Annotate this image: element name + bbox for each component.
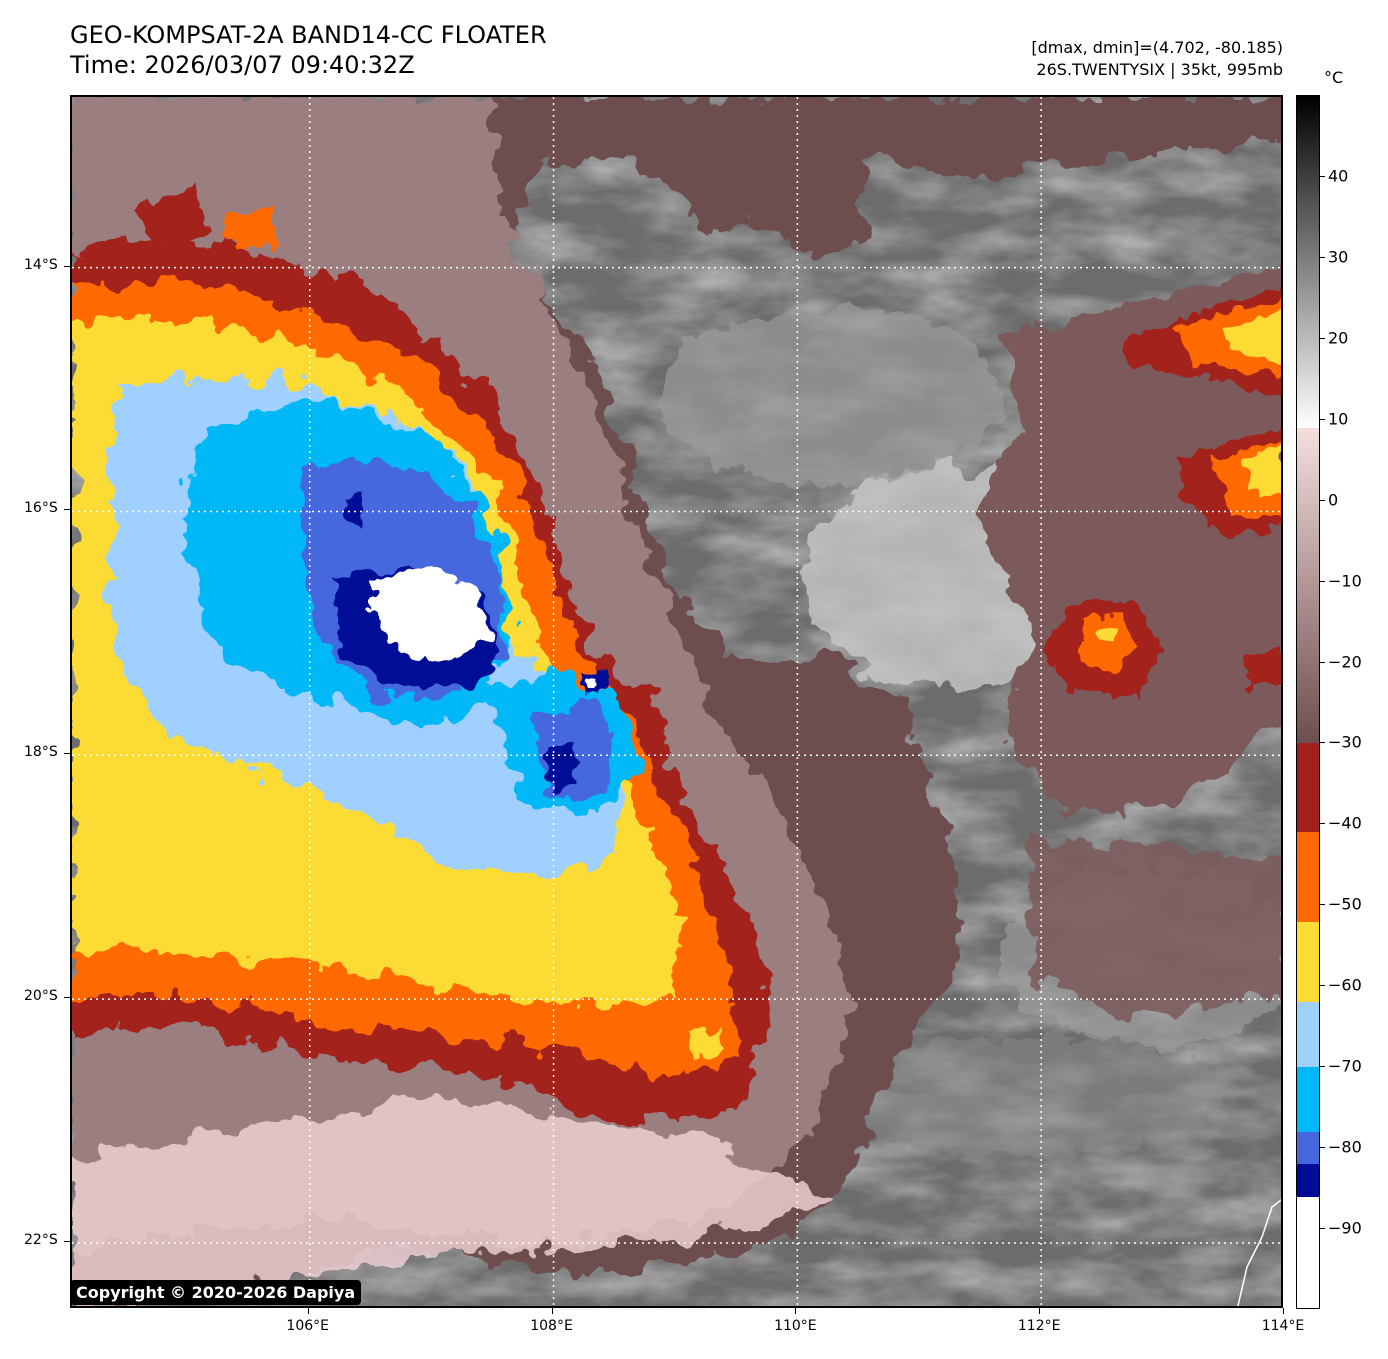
colorbar-tick [1320,418,1325,420]
lat-label: 20°S [24,988,58,1005]
lat-label: 16°S [24,500,58,517]
colorbar-tick [1320,742,1325,744]
colorbar-band [1297,1196,1319,1308]
colorbar-unit: °C [1324,68,1344,87]
dmax-dmin-readout: [dmax, dmin]=(4.702, -80.185) [1031,38,1283,57]
colorbar-band [1297,832,1319,922]
chart-title: GEO-KOMPSAT-2A BAND14-CC FLOATER [70,21,547,49]
colorbar-tick [1320,1147,1325,1149]
colorbar-tick-label: −80 [1328,1137,1362,1157]
lat-label: 18°S [24,744,58,761]
storm-info: 26S.TWENTYSIX | 35kt, 995mb [1036,60,1283,79]
colorbar-tick-label: −10 [1328,571,1362,591]
colorbar-tick [1320,904,1325,906]
lon-label: 114°E [1261,1318,1305,1334]
colorbar-tick [1320,580,1325,582]
colorbar-tick [1320,175,1325,177]
colorbar-band [1297,1002,1319,1068]
colorbar-tick-label: 0 [1328,490,1339,510]
colorbar-tick [1320,985,1325,987]
lon-label: 110°E [774,1318,817,1334]
colorbar-tick-label: −70 [1328,1056,1362,1076]
lon-tick [795,1308,797,1314]
colorbar-tick-label: −50 [1328,894,1362,914]
colorbar-tick [1320,337,1325,339]
colorbar-band [1297,96,1319,429]
lon-tick [1039,1308,1041,1314]
colorbar-tick [1320,1066,1325,1068]
lon-label: 108°E [530,1318,573,1334]
satellite-map [70,95,1283,1308]
colorbar-tick-label: −30 [1328,732,1362,752]
satellite-imagery [72,97,1281,1306]
colorbar-band [1297,1067,1319,1133]
colorbar-tick [1320,499,1325,501]
colorbar-tick [1320,1228,1325,1230]
colorbar-tick-label: 40 [1328,166,1349,186]
colorbar-tick-label: −60 [1328,975,1362,995]
colorbar [1296,95,1320,1309]
timestamp: Time: 2026/03/07 09:40:32Z [70,51,415,79]
colorbar-band [1297,1164,1319,1198]
colorbar-tick-label: −40 [1328,813,1362,833]
lat-tick [64,1240,70,1242]
lat-tick [64,997,70,999]
lon-tick [1283,1308,1284,1314]
colorbar-tick [1320,661,1325,663]
colorbar-tick [1320,823,1325,825]
lon-label: 112°E [1017,1318,1061,1334]
colorbar-band [1297,921,1319,1003]
lon-tick [551,1308,553,1314]
colorbar-tick-label: 30 [1328,247,1349,267]
colorbar-tick [1320,256,1325,258]
colorbar-tick-label: 10 [1328,409,1349,429]
lat-label: 22°S [24,1231,58,1248]
copyright-badge: Copyright © 2020-2026 Dapiya [70,1280,362,1305]
colorbar-tick-label: −20 [1328,652,1362,672]
lon-tick [307,1308,309,1314]
lat-label: 14°S [24,256,58,273]
lat-tick [64,753,70,755]
colorbar-band [1297,1131,1319,1165]
colorbar-tick-label: −90 [1328,1218,1362,1238]
lat-tick [64,509,70,511]
colorbar-band [1297,743,1319,833]
colorbar-tick-label: 20 [1328,328,1349,348]
lon-label: 106°E [286,1318,330,1334]
colorbar-band [1297,427,1319,744]
lat-tick [64,265,70,267]
